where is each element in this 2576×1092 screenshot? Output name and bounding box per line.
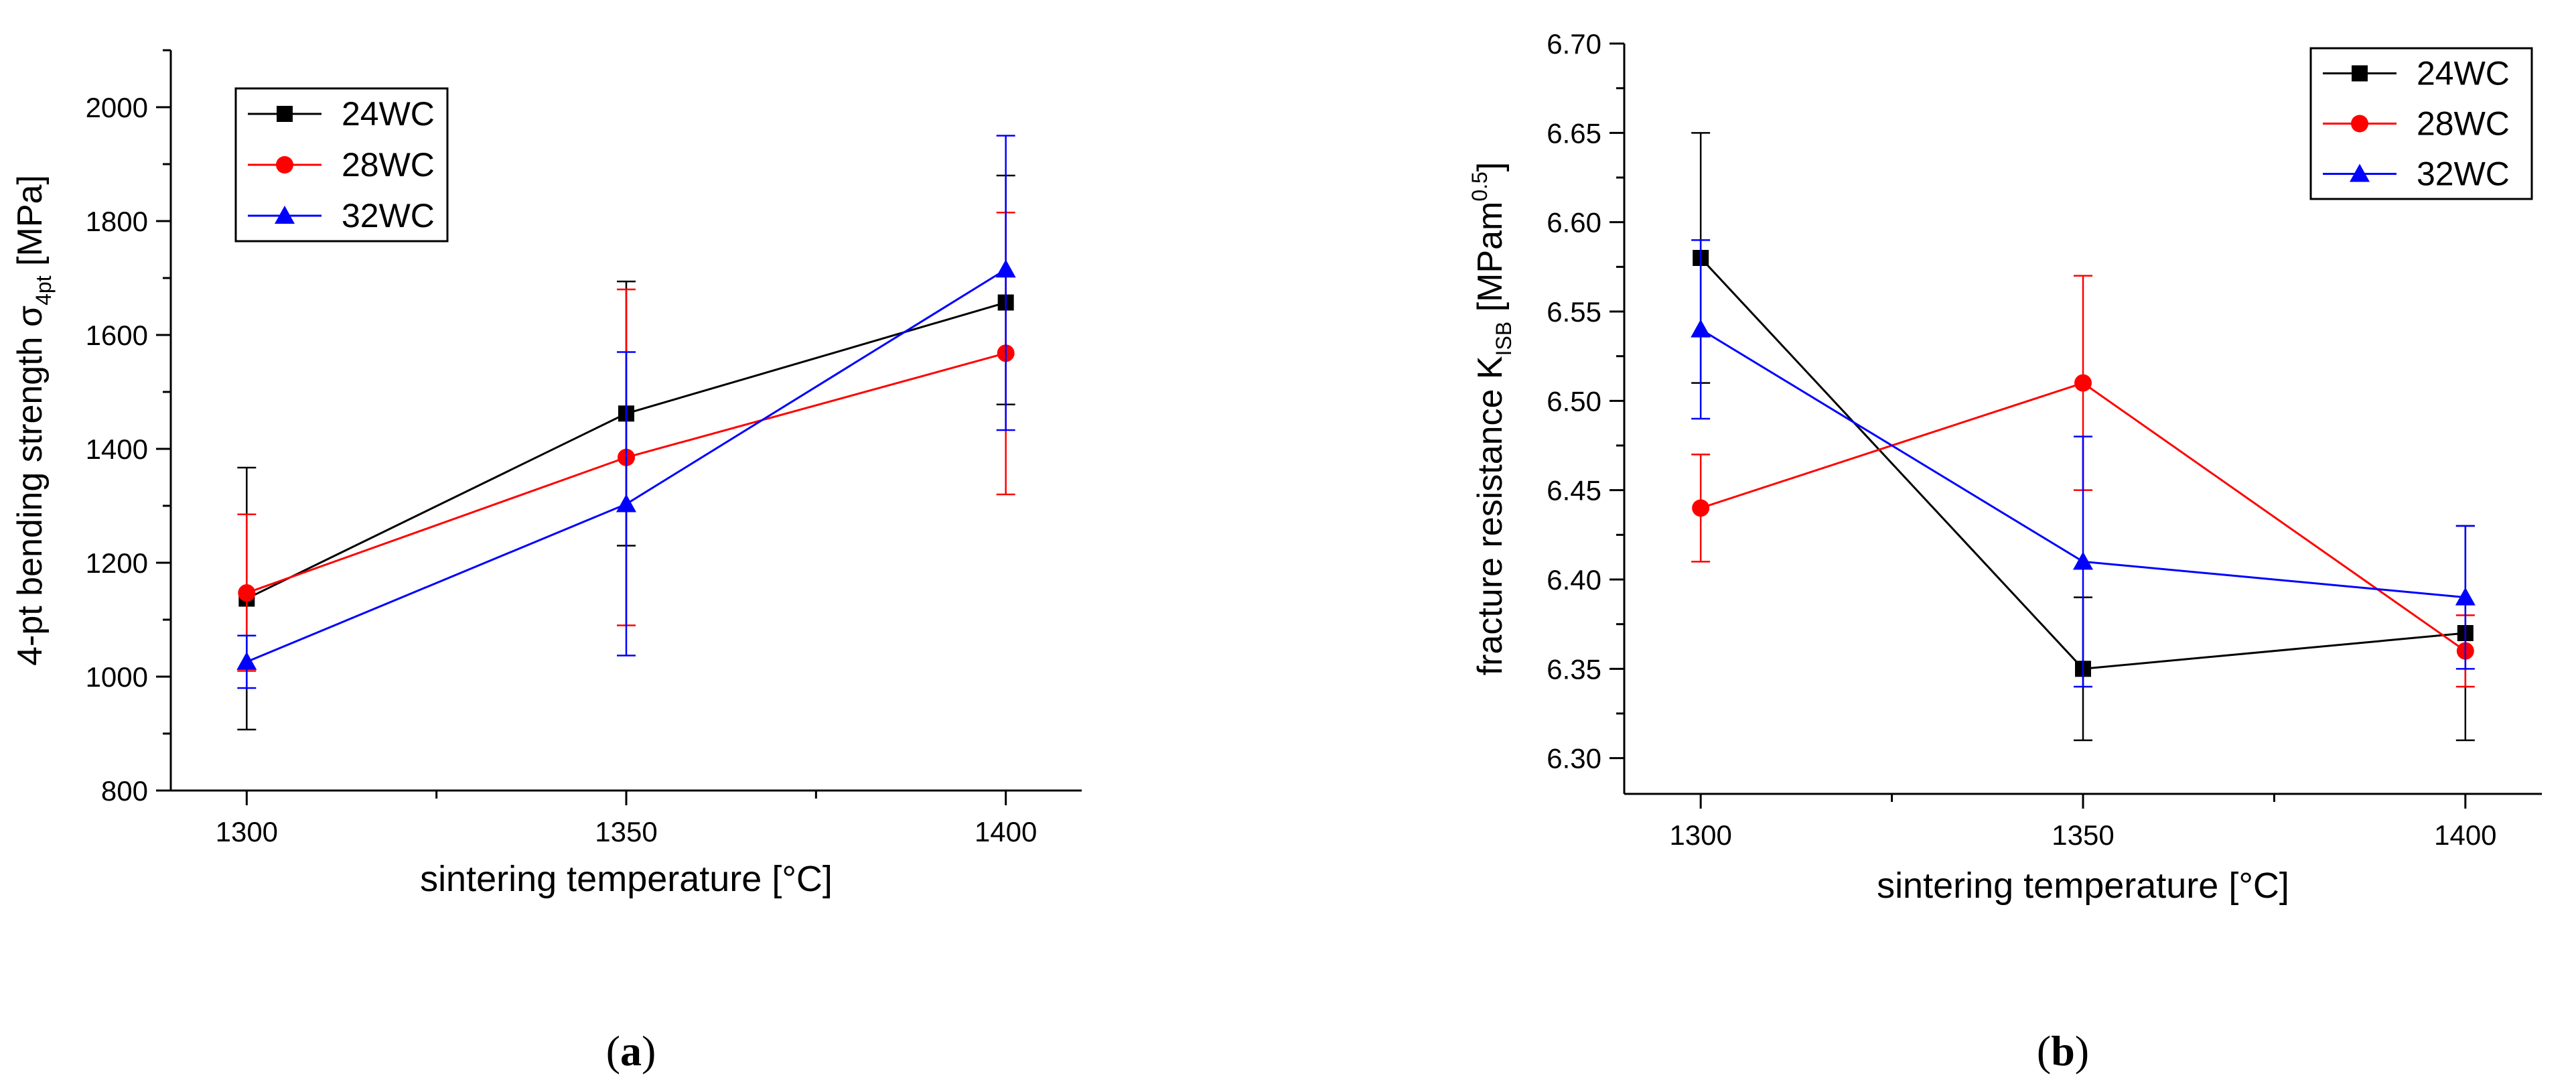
chart-a-legend: 24WC 28WC 32WC bbox=[234, 87, 449, 243]
chart-b-y-tick-label: 6.30 bbox=[1547, 743, 1601, 774]
chart-a-y-axis-label-unit: [MPa] bbox=[11, 175, 50, 275]
chart-b-caption: (b) bbox=[2037, 1027, 2089, 1075]
chart-b-legend-label: 24WC bbox=[2417, 55, 2510, 92]
chart-a-data-point bbox=[616, 494, 636, 513]
chart-a-y-axis-label-sub: 4pt bbox=[31, 275, 56, 305]
chart-b-y-tick-label: 6.70 bbox=[1547, 28, 1601, 60]
chart-b-legend-label: 28WC bbox=[2417, 105, 2510, 143]
chart-a-x-tick-label: 1300 bbox=[216, 816, 278, 847]
chart-a-data-point bbox=[238, 584, 256, 602]
chart-a-data-point bbox=[995, 259, 1016, 278]
chart-a-legend-swatch-marker bbox=[277, 106, 293, 122]
chart-b-data-point bbox=[2073, 551, 2093, 570]
chart-b-y-tick-label: 6.45 bbox=[1547, 475, 1601, 506]
chart-b-data-point bbox=[2455, 587, 2476, 606]
chart-b-x-tick-label: 1400 bbox=[2434, 819, 2496, 851]
chart-b-y-axis-label-sup: 0.5 bbox=[1468, 172, 1492, 201]
chart-a-y-tick-label: 800 bbox=[101, 775, 148, 807]
chart-b-y-tick-label: 6.50 bbox=[1547, 385, 1601, 417]
chart-b-y-tick-label: 6.40 bbox=[1547, 564, 1601, 596]
chart-b-legend-label: 32WC bbox=[2417, 155, 2510, 193]
chart-a-y-tick-label: 1800 bbox=[86, 206, 148, 237]
chart-b-caption-close: ) bbox=[2075, 1027, 2089, 1075]
chart-b-y-axis-label-main: fracture resistance K bbox=[1471, 356, 1510, 675]
chart-a-data-point bbox=[236, 651, 257, 670]
chart-a-caption: (a) bbox=[606, 1027, 656, 1075]
chart-a-x-tick-label: 1350 bbox=[595, 816, 657, 847]
chart-b-y-axis-label-unit: [MPam bbox=[1471, 202, 1510, 322]
chart-panel-a: 800 1000 1200 1400 1600 1800 2000 1300 1350 1400 s… bbox=[11, 49, 1082, 1075]
chart-b-data-point bbox=[1692, 499, 1710, 517]
chart-panel-b: 6.30 6.35 6.40 6.45 6.50 6.55 6.60 6.65 6.70 1300… bbox=[1468, 28, 2542, 1075]
chart-a-x-tick-label: 1400 bbox=[975, 816, 1037, 847]
chart-a-y-tick-label: 1200 bbox=[86, 547, 148, 579]
chart-b-legend-swatch-marker bbox=[2352, 65, 2368, 82]
chart-b-y-tick-label: 6.35 bbox=[1547, 653, 1601, 685]
chart-a-series-32WC bbox=[236, 135, 1016, 689]
chart-b-x-axis-label: sintering temperature [°C] bbox=[1877, 866, 2289, 906]
chart-b-x-tick-label: 1300 bbox=[1669, 819, 1731, 851]
chart-a-y-tick-label: 1600 bbox=[86, 320, 148, 351]
chart-a-legend-swatch-marker bbox=[276, 156, 293, 174]
chart-a-legend-label: 28WC bbox=[342, 146, 435, 184]
chart-b-x-tick-label: 1350 bbox=[2052, 819, 2114, 851]
chart-a-legend-label: 32WC bbox=[342, 197, 435, 234]
chart-b-y-axis-label-end: ] bbox=[1471, 162, 1510, 172]
chart-a-caption-letter: a bbox=[620, 1027, 642, 1075]
chart-b-caption-open: ( bbox=[2037, 1027, 2051, 1075]
chart-b-legend: 24WC 28WC 32WC bbox=[2309, 47, 2533, 200]
chart-b-y-tick-label: 6.60 bbox=[1547, 207, 1601, 238]
chart-a-y-axis-label-main: 4-pt bending strength σ bbox=[11, 305, 50, 666]
chart-b-y-tick-label: 6.65 bbox=[1547, 117, 1601, 149]
chart-b-data-point bbox=[2074, 374, 2092, 392]
chart-a-legend-label: 24WC bbox=[342, 95, 435, 133]
chart-a-x-axis-label: sintering temperature [°C] bbox=[420, 859, 833, 899]
chart-a-caption-open: ( bbox=[606, 1027, 620, 1075]
chart-b-data-point bbox=[1691, 319, 1711, 338]
chart-b-caption-letter: b bbox=[2051, 1027, 2075, 1075]
chart-b-legend-swatch-marker bbox=[2350, 163, 2370, 182]
chart-a-caption-close: ) bbox=[642, 1027, 656, 1075]
chart-a-y-tick-label: 2000 bbox=[86, 92, 148, 123]
chart-b-y-axis-label-sub: ISB bbox=[1492, 322, 1516, 356]
chart-a-legend-swatch-marker bbox=[275, 206, 295, 224]
chart-a-y-axis-label: 4-pt bending strength σ4pt [MPa] bbox=[11, 175, 56, 666]
chart-b-y-tick-label: 6.55 bbox=[1547, 296, 1601, 328]
chart-a-y-tick-label: 1400 bbox=[86, 433, 148, 465]
chart-b-y-axis-label: fracture resistance KISB [MPam0.5] bbox=[1468, 162, 1516, 676]
chart-b-series-32WC bbox=[1691, 239, 2476, 688]
chart-b-legend-swatch-marker bbox=[2351, 115, 2368, 133]
chart-a-y-tick-label: 1000 bbox=[86, 661, 148, 693]
